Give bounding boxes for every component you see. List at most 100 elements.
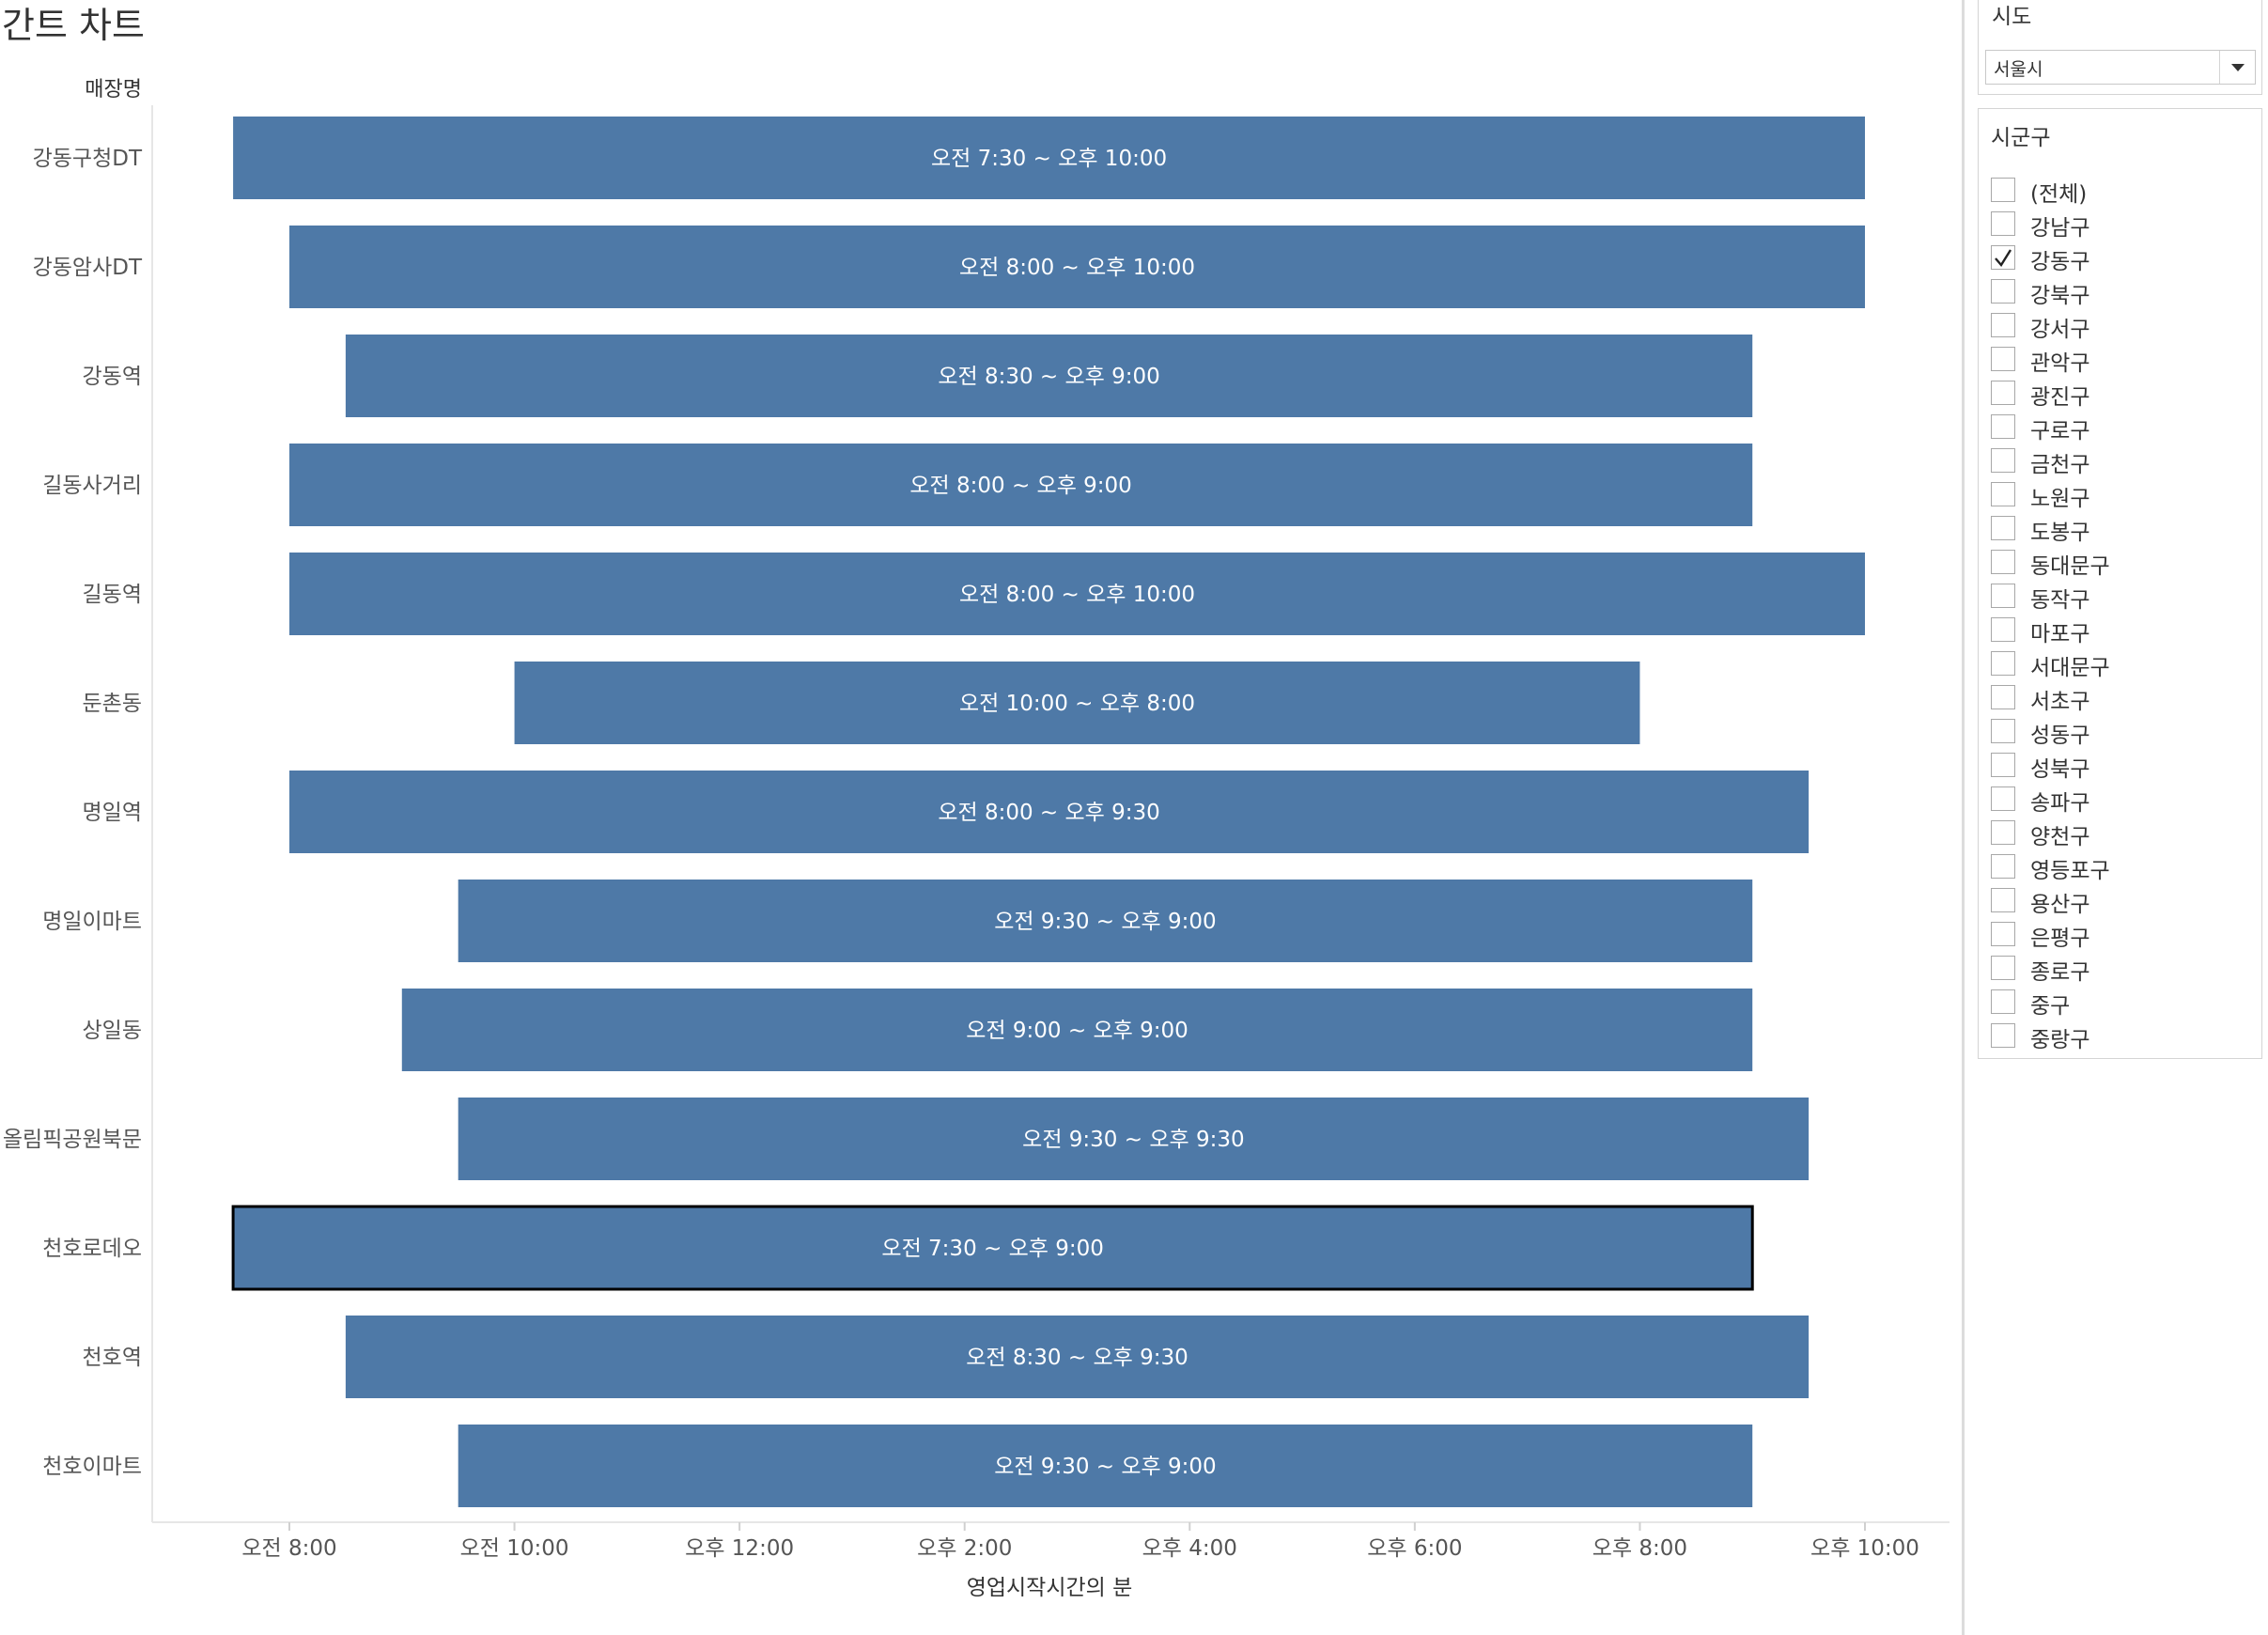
sigungu-option[interactable]: 성북구	[1991, 748, 2245, 782]
checkbox[interactable]	[1991, 516, 2015, 540]
sigungu-option[interactable]: 서대문구	[1991, 646, 2245, 680]
sigungu-option-label: 광진구	[2030, 385, 2090, 410]
gantt-chart: 매장명 강동구청DT 오전 7:30 ~ 오후 10:00 강동암사DT 오전 8:0…	[3, 78, 1950, 1600]
sigungu-option[interactable]: 종로구	[1991, 951, 2245, 985]
sigungu-option-label: 성동구	[2030, 724, 2090, 748]
sigungu-option-label: 영등포구	[2030, 859, 2110, 883]
sigungu-option-label: 용산구	[2030, 893, 2090, 917]
gantt-bar[interactable]	[289, 226, 1865, 308]
checkbox[interactable]	[1991, 617, 2015, 642]
x-tick-label: 오후 2:00	[917, 1536, 1012, 1561]
bar-data-label: 오전 9:30 ~ 오후 9:00	[994, 910, 1216, 934]
sigungu-option[interactable]: 구로구	[1991, 410, 2245, 444]
sigungu-option[interactable]: 금천구	[1991, 444, 2245, 477]
sigungu-option-label: 강북구	[2030, 284, 2090, 308]
gantt-bar[interactable]	[231, 1205, 1754, 1291]
checkbox[interactable]	[1991, 888, 2015, 912]
gantt-bar[interactable]	[345, 335, 1753, 417]
store-name-label: 명일역	[83, 801, 142, 825]
checkbox[interactable]	[1991, 1023, 2015, 1048]
gantt-bar[interactable]	[401, 989, 1753, 1071]
sigungu-filter-title: 시군구	[1991, 126, 2051, 150]
checkbox[interactable]	[1991, 956, 2015, 980]
sigungu-option[interactable]: 강동구	[1991, 241, 2245, 274]
sigungu-option-label: 성북구	[2030, 757, 2090, 782]
checkbox[interactable]	[1991, 550, 2015, 574]
bar-data-label: 오전 7:30 ~ 오후 10:00	[931, 147, 1167, 171]
sigungu-option-label: 강서구	[2030, 318, 2090, 342]
gantt-bar[interactable]	[289, 444, 1753, 526]
checkbox[interactable]	[1991, 719, 2015, 743]
bar-data-label: 오전 8:30 ~ 오후 9:00	[938, 365, 1159, 389]
sigungu-option[interactable]: 용산구	[1991, 883, 2245, 917]
store-name-label: 천호로데오	[42, 1237, 142, 1261]
sigungu-option[interactable]: 은평구	[1991, 917, 2245, 951]
checkbox[interactable]	[1991, 584, 2015, 608]
checkbox[interactable]	[1991, 786, 2015, 811]
sigungu-option[interactable]: 영등포구	[1991, 849, 2245, 883]
checkbox[interactable]	[1991, 651, 2015, 676]
sigungu-option-label: 구로구	[2030, 419, 2090, 444]
store-name-label: 강동구청DT	[33, 147, 143, 171]
sigungu-option[interactable]: 동대문구	[1991, 545, 2245, 579]
checkbox[interactable]	[1991, 347, 2015, 371]
checkbox[interactable]	[1991, 178, 2015, 202]
sigungu-option[interactable]: 송파구	[1991, 782, 2245, 816]
checkbox[interactable]	[1991, 854, 2015, 879]
bar-data-label: 오전 9:30 ~ 오후 9:00	[994, 1455, 1216, 1479]
store-name-label: 상일동	[83, 1019, 142, 1043]
page-title: 간트 차트	[2, 5, 145, 46]
checkbox[interactable]	[1991, 685, 2015, 709]
sigungu-option[interactable]: (전체)	[1991, 173, 2245, 207]
checkbox[interactable]	[1991, 753, 2015, 777]
sigungu-option[interactable]: 강남구	[1991, 207, 2245, 241]
sigungu-option-label: 동작구	[2030, 588, 2090, 613]
sigungu-option[interactable]: 광진구	[1991, 376, 2245, 410]
bar-data-label: 오전 8:00 ~ 오후 9:30	[938, 801, 1159, 825]
gantt-bar[interactable]	[233, 117, 1865, 199]
checkbox[interactable]	[1991, 313, 2015, 337]
sigungu-option[interactable]: 관악구	[1991, 342, 2245, 376]
panel-divider	[1962, 0, 1965, 1635]
checkmark-icon	[1995, 249, 2012, 268]
x-tick-label: 오후 10:00	[1810, 1536, 1919, 1561]
sigungu-option[interactable]: 성동구	[1991, 714, 2245, 748]
gantt-bar[interactable]	[289, 553, 1865, 635]
checkbox[interactable]	[1991, 414, 2015, 439]
sigungu-option[interactable]: 도봉구	[1991, 511, 2245, 545]
sido-dropdown[interactable]: 서울시	[1985, 50, 2256, 85]
gantt-bar[interactable]	[458, 880, 1753, 962]
checkbox[interactable]	[1991, 245, 2015, 270]
sigungu-option-label: 송파구	[2030, 791, 2090, 816]
sido-dropdown-button[interactable]	[2219, 51, 2255, 84]
sigungu-option[interactable]: 중구	[1991, 985, 2245, 1019]
sigungu-option[interactable]: 노원구	[1991, 477, 2245, 511]
checkbox[interactable]	[1991, 279, 2015, 304]
sigungu-option[interactable]: 서초구	[1991, 680, 2245, 714]
store-name-label: 길동역	[83, 583, 142, 607]
gantt-bar[interactable]	[289, 771, 1810, 853]
gantt-bar[interactable]	[458, 1425, 1753, 1507]
checkbox[interactable]	[1991, 820, 2015, 845]
bar-data-label: 오전 9:00 ~ 오후 9:00	[966, 1019, 1188, 1043]
sigungu-option[interactable]: 강서구	[1991, 308, 2245, 342]
checkbox[interactable]	[1991, 381, 2015, 405]
sigungu-option[interactable]: 양천구	[1991, 816, 2245, 849]
sigungu-option[interactable]: 동작구	[1991, 579, 2245, 613]
checkbox[interactable]	[1991, 448, 2015, 473]
sigungu-option-label: 서대문구	[2030, 656, 2110, 680]
row-header-label: 매장명	[85, 78, 142, 101]
sigungu-option[interactable]: 마포구	[1991, 613, 2245, 646]
checkbox[interactable]	[1991, 989, 2015, 1014]
sigungu-option[interactable]: 강북구	[1991, 274, 2245, 308]
sigungu-option[interactable]: 중랑구	[1991, 1019, 2245, 1052]
checkbox[interactable]	[1991, 922, 2015, 946]
gantt-bar[interactable]	[514, 662, 1640, 744]
gantt-bar[interactable]	[458, 1098, 1810, 1180]
sido-filter-title: 시도	[1992, 5, 2032, 29]
checkbox[interactable]	[1991, 211, 2015, 236]
gantt-bar[interactable]	[345, 1316, 1810, 1398]
checkbox[interactable]	[1991, 482, 2015, 506]
